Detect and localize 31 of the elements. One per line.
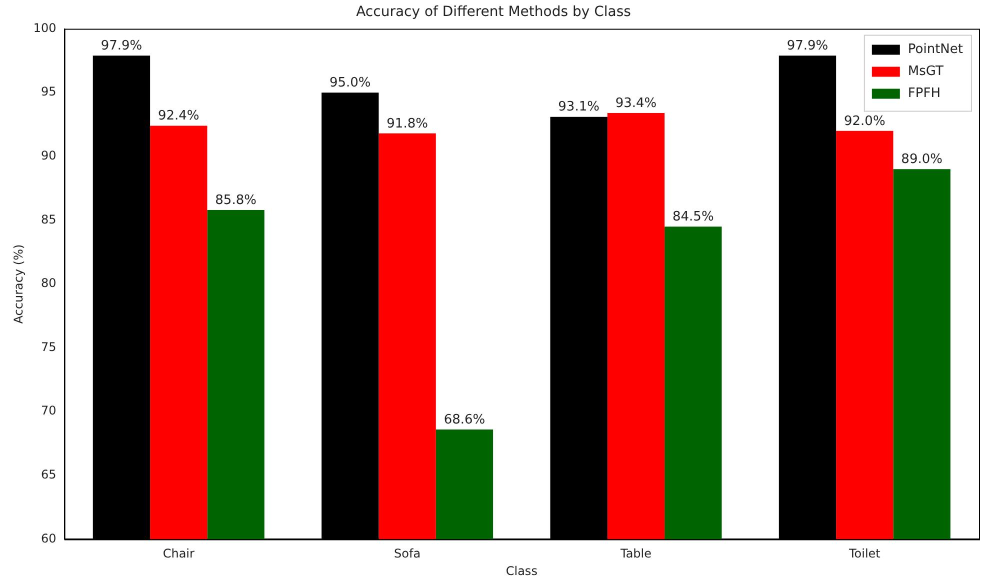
data-label: 92.0% — [844, 114, 886, 129]
legend-label: PointNet — [908, 42, 964, 58]
y-tick-label: 100 — [33, 20, 56, 35]
data-label: 92.4% — [158, 108, 200, 124]
y-tick-label: 65 — [41, 468, 56, 482]
data-label: 93.1% — [558, 100, 600, 115]
x-tick-label: Table — [619, 546, 652, 561]
data-label: 95.0% — [329, 75, 371, 90]
x-tick-label: Sofa — [394, 546, 421, 561]
data-label: 97.9% — [786, 38, 828, 54]
y-tick-label: 95 — [41, 84, 56, 99]
y-axis-title: Accuracy (%) — [11, 244, 26, 324]
data-label: 89.0% — [901, 152, 942, 168]
y-tick-label: 80 — [41, 276, 56, 290]
y-tick-label: 70 — [41, 404, 56, 418]
y-tick-label: 60 — [41, 531, 56, 546]
legend-label: FPFH — [908, 86, 940, 102]
y-tick-label: 75 — [41, 340, 56, 354]
data-label: 84.5% — [672, 209, 714, 224]
data-label: 68.6% — [444, 412, 486, 428]
data-label: 91.8% — [386, 116, 428, 132]
y-tick-label: 90 — [41, 148, 56, 163]
x-tick-label: Toilet — [848, 546, 881, 561]
x-axis-title: Class — [506, 564, 538, 578]
data-label: 93.4% — [615, 96, 657, 111]
data-label: 85.8% — [215, 192, 256, 208]
y-tick-label: 85 — [41, 212, 56, 226]
chart-title: Accuracy of Different Methods by Class — [356, 4, 631, 20]
data-label: 97.9% — [100, 38, 142, 54]
legend-label: MsGT — [908, 64, 944, 80]
x-tick-label: Chair — [162, 546, 195, 561]
